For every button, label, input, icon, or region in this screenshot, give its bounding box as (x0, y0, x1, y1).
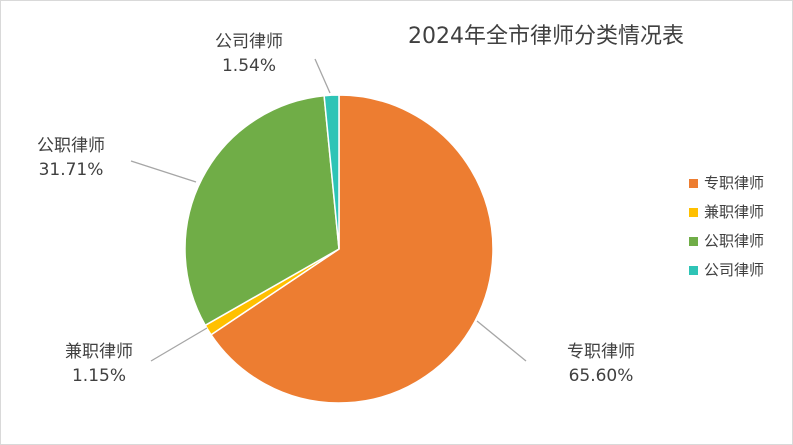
legend-label-fulltime: 专职律师 (704, 174, 764, 192)
legend-swatch-public (689, 237, 698, 246)
pie-slice-corporate (323, 94, 340, 250)
legend-swatch-parttime (689, 208, 698, 217)
leader-line-public (130, 160, 197, 183)
pie-slices (184, 94, 494, 404)
data-labels: 专职律师 65.60% 兼职律师 1.15% 公职律师 31.71% 公司律师 1.54% (37, 32, 635, 386)
legend-label-corporate: 公司律师 (704, 261, 764, 279)
data-label-public: 公职律师 31.71% (37, 136, 105, 180)
data-label-corporate: 公司律师 1.54% (215, 32, 283, 76)
chart-title: 2024年全市律师分类情况表 (408, 24, 684, 49)
data-label-percent: 1.15% (72, 366, 126, 386)
legend-label-parttime: 兼职律师 (704, 203, 764, 221)
pie-slice-public (184, 94, 340, 327)
legend-swatch-fulltime (689, 179, 698, 188)
leader-line-fulltime (476, 320, 527, 362)
data-label-name: 专职律师 (567, 342, 635, 362)
data-label-fulltime: 专职律师 65.60% (567, 342, 635, 386)
data-label-percent: 31.71% (39, 160, 104, 180)
leader-line-parttime (150, 327, 208, 362)
data-label-parttime: 兼职律师 1.15% (65, 342, 133, 386)
pie-slice-fulltime (210, 94, 494, 404)
leader-line-corporate (314, 58, 331, 94)
data-label-name: 兼职律师 (65, 342, 133, 362)
data-label-percent: 65.60% (569, 366, 634, 386)
legend-swatch-corporate (689, 266, 698, 275)
legend-label-public: 公职律师 (704, 232, 764, 250)
data-label-name: 公司律师 (215, 32, 283, 52)
data-label-percent: 1.54% (222, 56, 276, 76)
data-label-name: 公职律师 (37, 136, 105, 156)
leader-lines (130, 58, 527, 362)
